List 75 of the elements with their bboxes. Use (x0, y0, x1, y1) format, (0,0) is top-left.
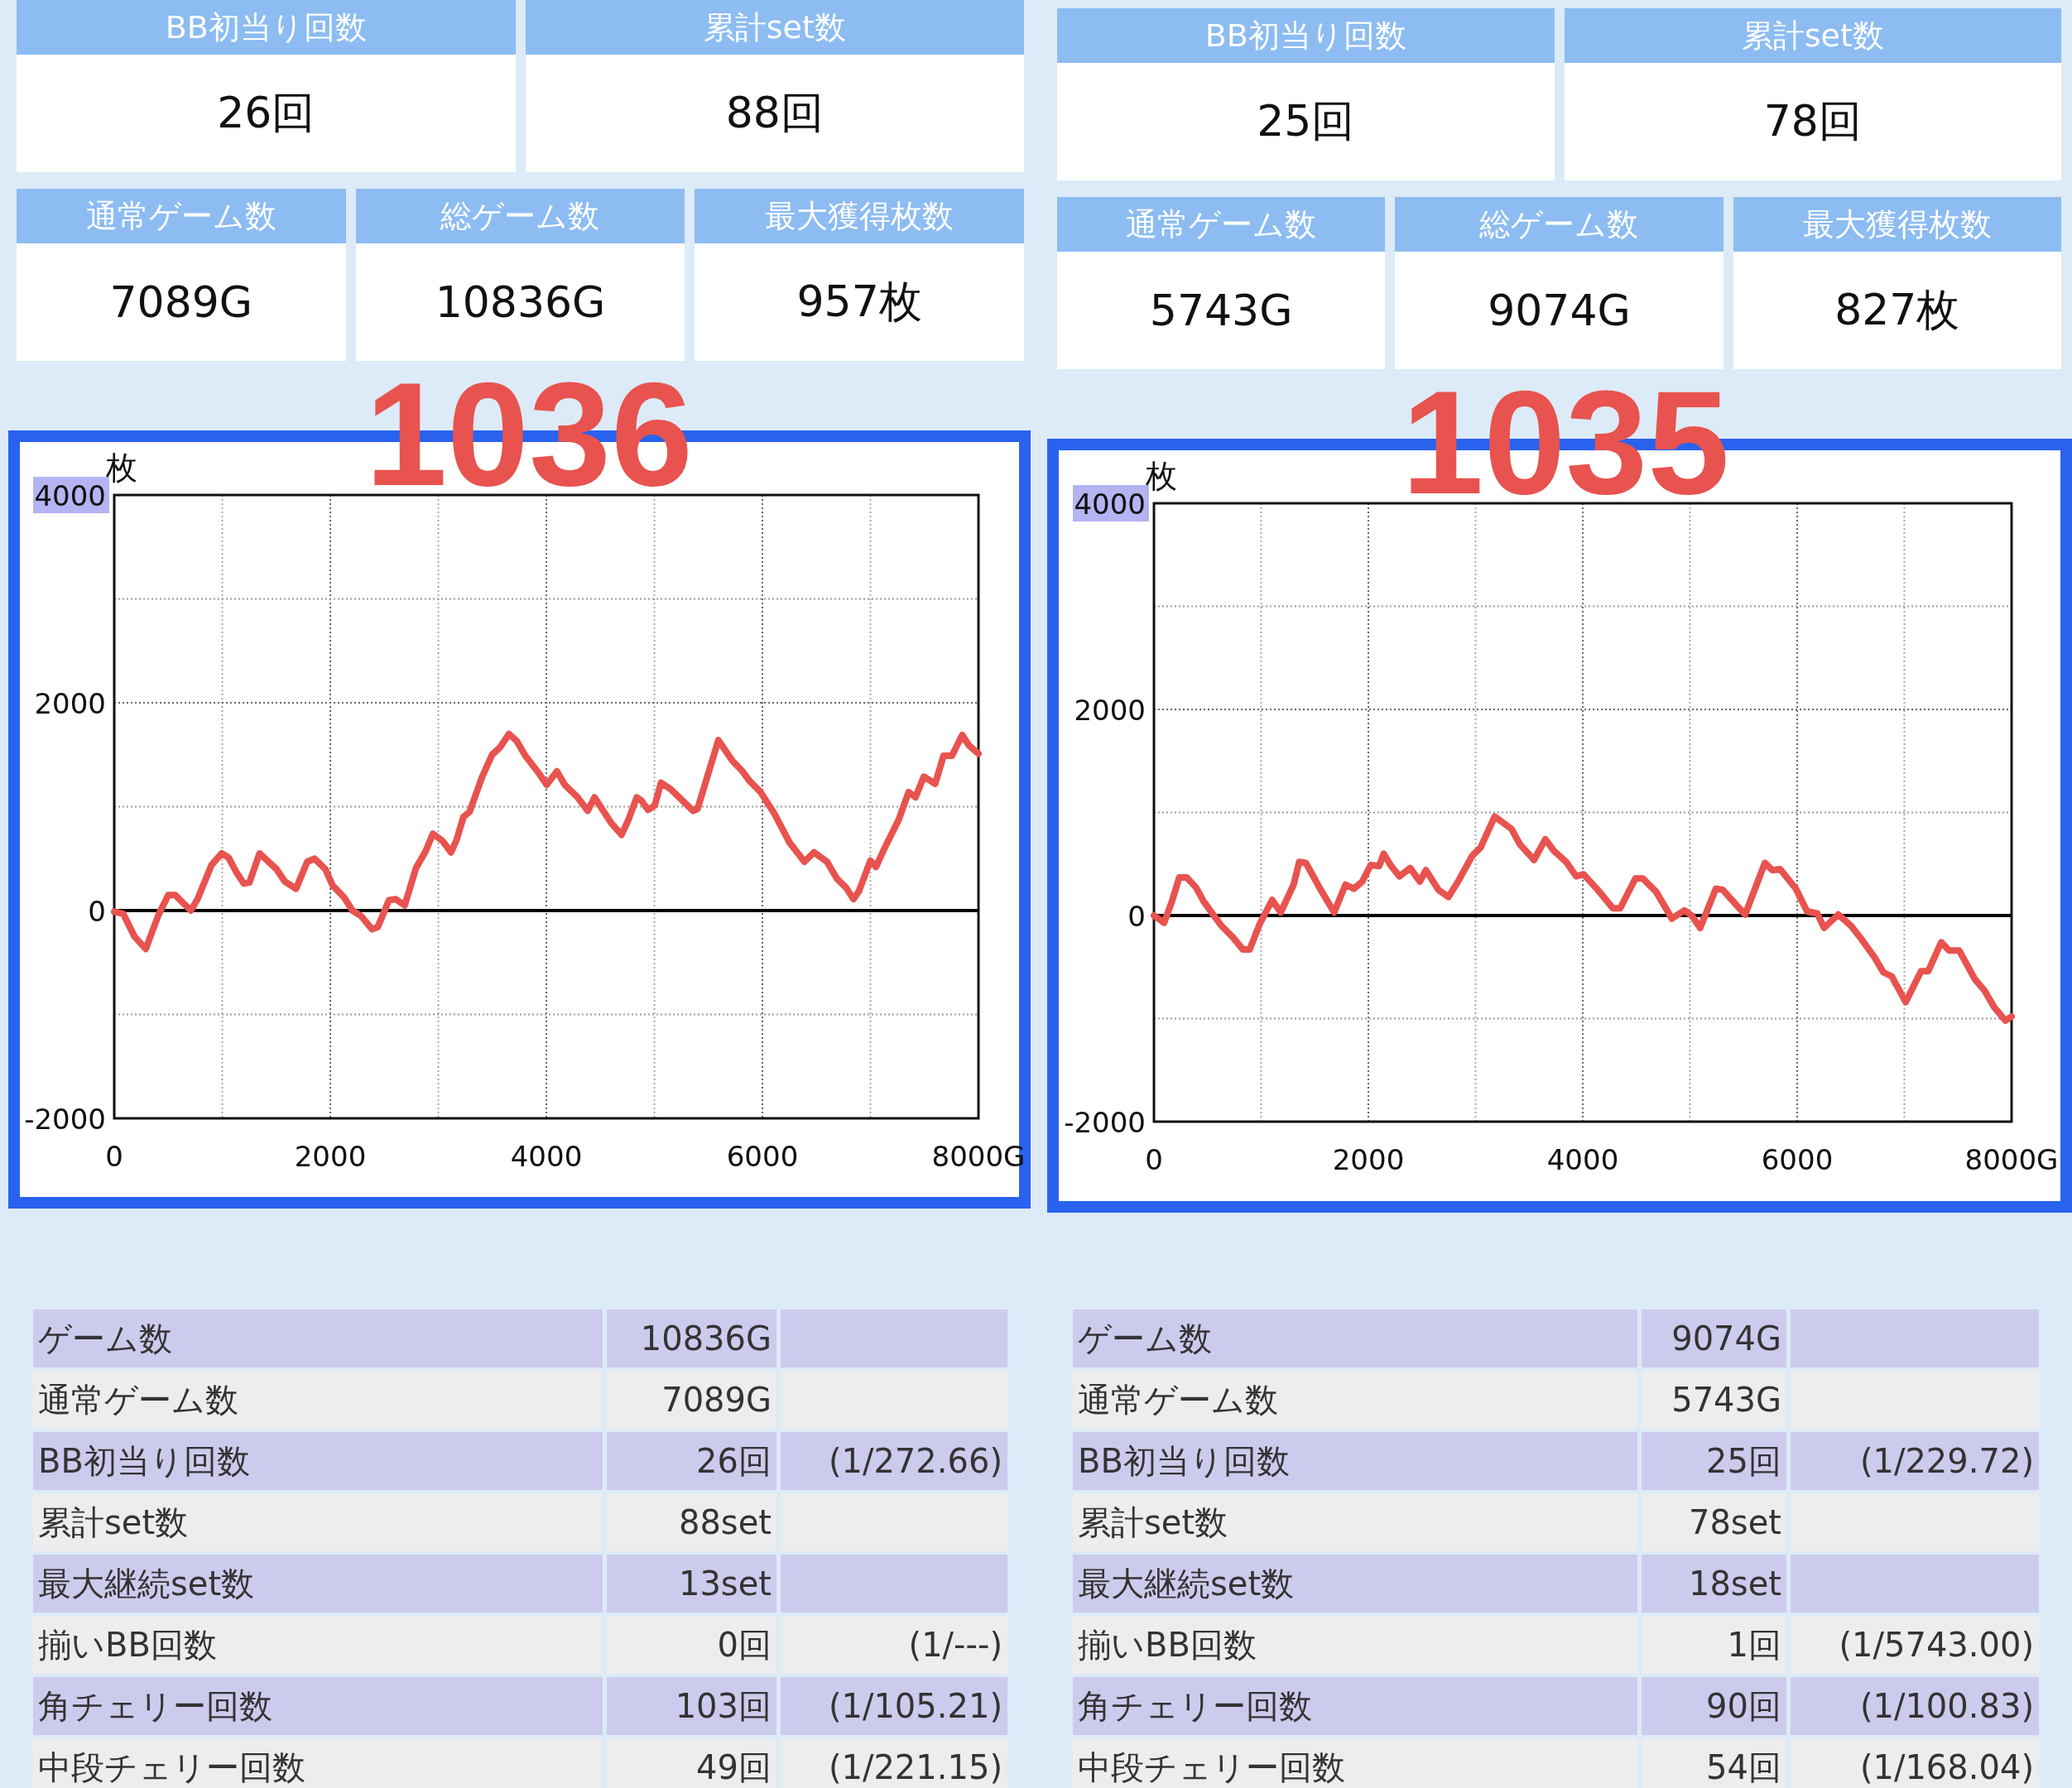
x-tick-label: 6000 (1761, 1143, 1834, 1176)
text: 7089G (661, 1381, 772, 1419)
text: 9074G (1488, 286, 1631, 335)
category-label: 揃いBB回数 (38, 1625, 217, 1664)
text: 9074G (1671, 1319, 1781, 1358)
category-label: 総ゲーム数 (355, 189, 685, 243)
y-tick-label: -2000 (24, 1103, 106, 1136)
category-label: ゲーム数 (38, 1319, 172, 1358)
text: 1回 (1727, 1625, 1781, 1664)
category-label: BB初当り回数 (1078, 1441, 1290, 1480)
x-tick-label: 2000 (294, 1140, 367, 1173)
y-tick-label: 0 (88, 895, 106, 928)
category-label: 累計set数 (1564, 8, 2061, 63)
category-label: 揃いBB回数 (1078, 1625, 1257, 1664)
x-tick-label: 4000 (1546, 1143, 1619, 1176)
category-label: 通常ゲーム数 (17, 189, 346, 243)
text: (1/221.15) (828, 1748, 1002, 1786)
text: 90回 (1706, 1686, 1781, 1725)
category-label: 角チェリー回数 (1078, 1686, 1312, 1725)
text: (1/---) (908, 1626, 1002, 1664)
text: 7089G (109, 277, 253, 327)
text: 957枚 (796, 276, 922, 326)
text: (1/100.83) (1859, 1687, 2034, 1725)
x-tick-label: 2000 (1332, 1143, 1405, 1176)
y-tick-label: 2000 (1074, 694, 1146, 727)
text: 54回 (1706, 1747, 1781, 1786)
text: 25回 (1257, 96, 1355, 146)
category-label: ゲーム数 (1078, 1319, 1212, 1358)
text: (1/229.72) (1859, 1442, 2034, 1480)
text: 18set (1688, 1564, 1781, 1603)
y-axis-title: 枚 (1145, 458, 1177, 494)
text: (1/5743.00) (1839, 1626, 2034, 1664)
text: 5743G (1149, 286, 1293, 335)
category-label: 累計set数 (525, 0, 1024, 55)
text: (1/105.21) (828, 1687, 1002, 1725)
text: 0回 (717, 1625, 772, 1664)
text: 49回 (696, 1747, 772, 1786)
y-tick-label: -2000 (1064, 1106, 1146, 1139)
text: 26回 (696, 1441, 772, 1480)
category-label: 通常ゲーム数 (1057, 197, 1386, 252)
text: 10836G (435, 277, 606, 327)
category-label: BB初当り回数 (1057, 8, 1555, 63)
text: (1/168.04) (1859, 1748, 2034, 1786)
text: 103回 (675, 1686, 772, 1725)
y-axis-title: 枚 (105, 449, 137, 486)
y-tick-label: 2000 (34, 687, 106, 720)
category-label: 中段チェリー回数 (38, 1747, 305, 1786)
text: 78set (1688, 1503, 1781, 1541)
category-label: 通常ゲーム数 (1078, 1380, 1278, 1419)
category-label: 通常ゲーム数 (38, 1380, 238, 1419)
category-label: BB初当り回数 (38, 1441, 250, 1480)
text: 10836G (640, 1319, 772, 1358)
category-label: 最大獲得枚数 (1733, 197, 2061, 252)
text: 26回 (217, 88, 315, 137)
text: 88回 (725, 88, 824, 137)
text: 78回 (1763, 96, 1862, 146)
category-label: BB初当り回数 (17, 0, 516, 55)
text: 25回 (1706, 1441, 1781, 1480)
text: 5743G (1671, 1381, 1781, 1419)
x-tick-label: 8000G (1964, 1143, 2059, 1176)
category-label: 最大継続set数 (1078, 1564, 1295, 1603)
text: 13set (678, 1564, 772, 1603)
category-label: 角チェリー回数 (38, 1686, 272, 1725)
text: 88set (678, 1503, 772, 1541)
text: 827枚 (1834, 285, 1960, 334)
category-label: 累計set数 (38, 1502, 189, 1541)
x-tick-label: 4000 (510, 1140, 583, 1173)
category-label: 中段チェリー回数 (1078, 1747, 1345, 1786)
category-label: 累計set数 (1078, 1502, 1228, 1541)
text: (1/272.66) (828, 1442, 1002, 1480)
x-tick-label: 6000 (726, 1140, 799, 1173)
category-label: 最大獲得枚数 (695, 189, 1024, 243)
category-label: 総ゲーム数 (1395, 197, 1723, 252)
y-tick-label: 0 (1127, 900, 1146, 933)
category-label: 最大継続set数 (38, 1564, 255, 1603)
